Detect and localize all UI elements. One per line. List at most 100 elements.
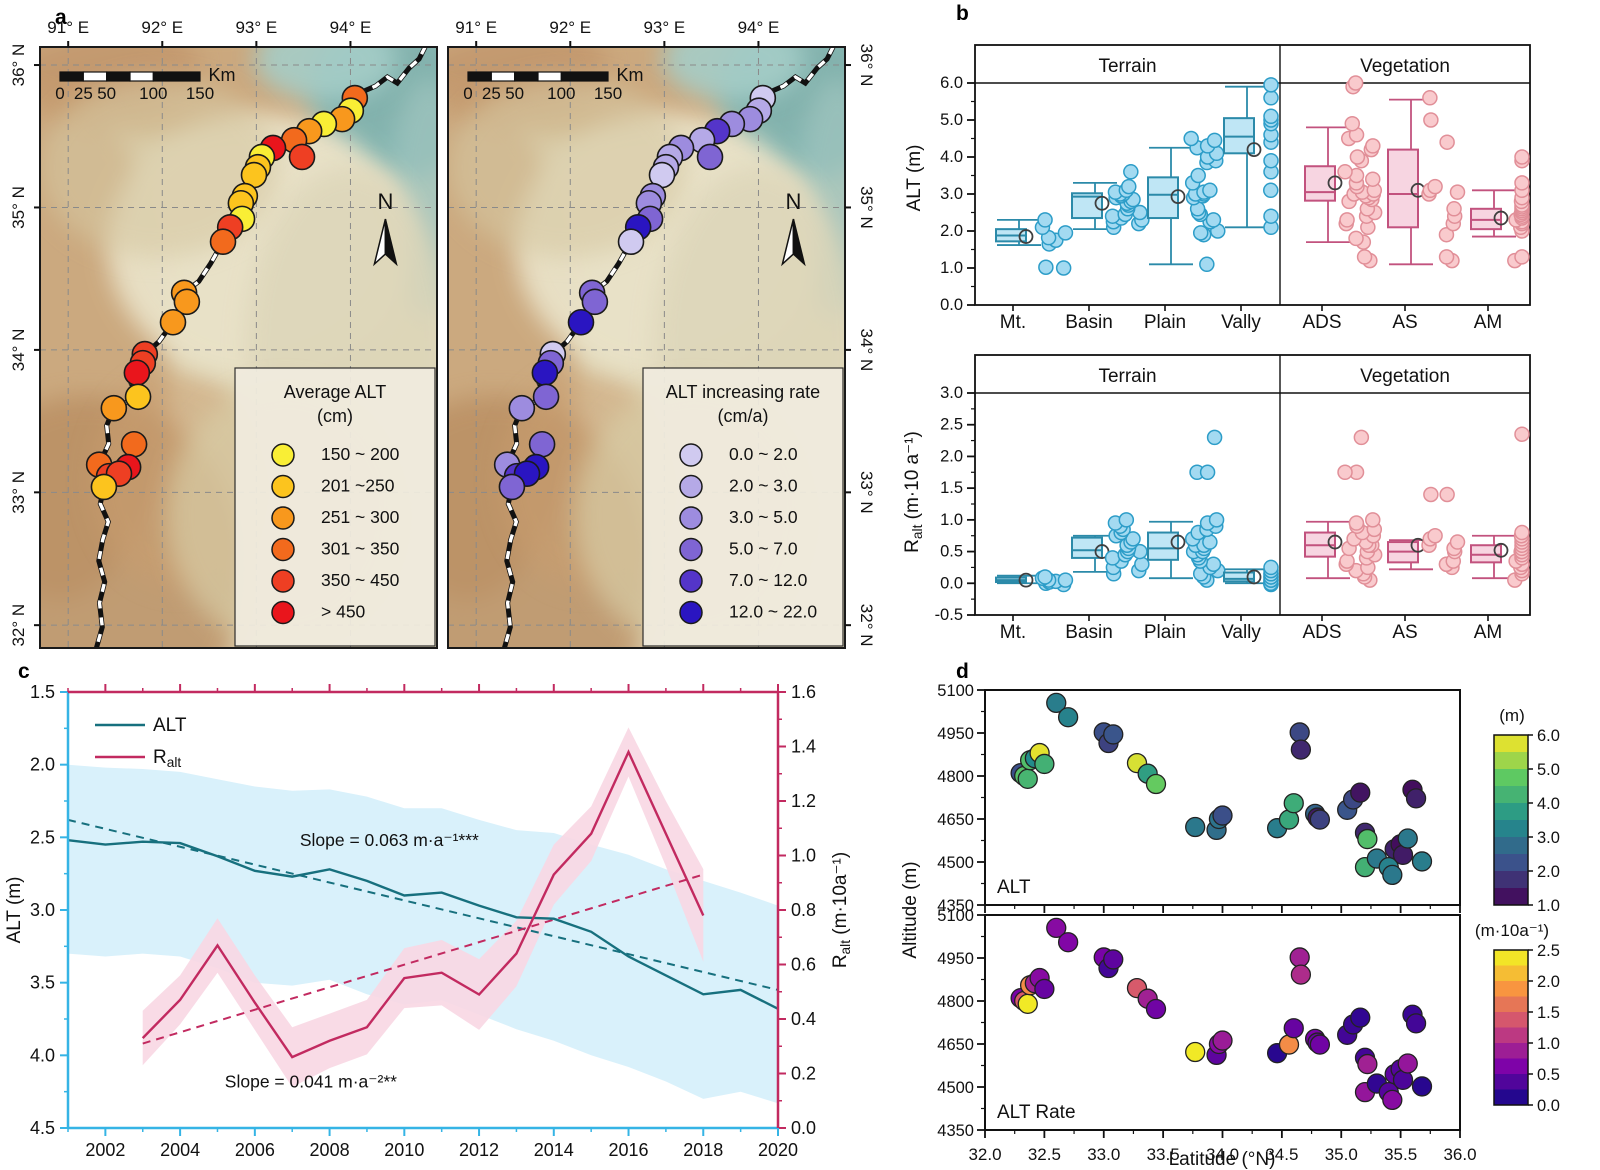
jitter-point bbox=[1263, 152, 1279, 169]
y-tick-label: 2.0 bbox=[940, 447, 963, 465]
y-tick-label: 4650 bbox=[937, 1036, 974, 1054]
lon-tick-label: 91° E bbox=[455, 18, 497, 37]
category-label: Mt. bbox=[1000, 622, 1026, 643]
jitter-point bbox=[1348, 515, 1365, 531]
scalebar-tick-label: 100 bbox=[139, 84, 167, 103]
chart-tspan: alt bbox=[838, 940, 853, 955]
scatter-point bbox=[1289, 722, 1310, 743]
x-tick-label: 2014 bbox=[534, 1140, 574, 1160]
jitter-point bbox=[1104, 550, 1121, 566]
terrain-blob bbox=[40, 77, 279, 258]
colorbar-step bbox=[1494, 820, 1528, 838]
y-tick-label: 4950 bbox=[937, 725, 974, 743]
station-point bbox=[90, 473, 118, 501]
legend-class-swatch bbox=[271, 569, 295, 593]
scalebar-segment bbox=[129, 71, 154, 82]
jitter-point bbox=[1125, 531, 1141, 547]
scatter-point bbox=[1309, 1034, 1331, 1055]
y-tick-label: 4.0 bbox=[940, 148, 963, 166]
mean-circle bbox=[1246, 569, 1262, 585]
x-tick-label: 2010 bbox=[384, 1140, 424, 1160]
jitter-point bbox=[1347, 75, 1364, 91]
y-tick-label: 0.5 bbox=[940, 543, 963, 561]
north-arrow bbox=[384, 218, 398, 267]
lon-tick-label: 92° E bbox=[549, 18, 591, 37]
colorbar-tick-label: 4.0 bbox=[1537, 795, 1560, 813]
panel-c-label: c bbox=[18, 660, 30, 683]
scalebar-tick-label: 25 bbox=[74, 84, 93, 103]
scatter-point bbox=[1382, 1089, 1403, 1111]
colorbar-title: (m·10a⁻¹) bbox=[1475, 921, 1549, 940]
x-tick-label: 35.0 bbox=[1325, 1145, 1358, 1164]
left-tick-label: 3.5 bbox=[30, 973, 55, 993]
chart-tspan: R bbox=[153, 747, 167, 768]
x-tick-label: 35.5 bbox=[1384, 1145, 1417, 1164]
legend-class-label: 301 ~ 350 bbox=[321, 539, 400, 559]
jitter-point bbox=[1423, 112, 1439, 128]
scalebar-tick-label: 50 bbox=[505, 84, 524, 103]
panel-inner-label: ALT Rate bbox=[997, 1102, 1076, 1123]
map-legend-title: (cm/a) bbox=[718, 406, 769, 426]
colorbar-step bbox=[1494, 888, 1528, 906]
category-label: AM bbox=[1474, 622, 1503, 643]
chart-tspan: alt bbox=[167, 755, 182, 770]
category-label: Basin bbox=[1065, 622, 1113, 643]
alt-line bbox=[67, 839, 779, 1010]
lat-tick-label: 35° N bbox=[857, 186, 876, 229]
group-header: Vegetation bbox=[1360, 366, 1450, 387]
map-legend-box bbox=[642, 367, 844, 647]
colorbar-step bbox=[1494, 854, 1528, 872]
scalebar-unit-label: Km bbox=[617, 65, 644, 85]
colorbar-tick-label: 0.5 bbox=[1537, 1066, 1560, 1084]
jitter-point bbox=[1205, 556, 1222, 573]
scatter-point bbox=[1290, 964, 1312, 985]
legend-class-swatch bbox=[679, 600, 703, 625]
right-tick-label: 0.0 bbox=[791, 1118, 816, 1138]
jitter-point bbox=[1202, 182, 1218, 199]
colorbar-tick-label: 3.0 bbox=[1537, 829, 1560, 847]
colorbar-step bbox=[1494, 837, 1528, 855]
legend-class-swatch bbox=[271, 443, 295, 467]
y-tick-label: 4950 bbox=[937, 950, 974, 968]
jitter-point bbox=[1121, 178, 1137, 195]
map-border bbox=[39, 46, 438, 649]
category-label: Vally bbox=[1221, 312, 1261, 333]
x-tick-label: 2008 bbox=[310, 1140, 350, 1160]
station-point bbox=[209, 228, 237, 256]
jitter-point bbox=[1263, 90, 1279, 106]
ts-left-ylabel: ALT (m) bbox=[4, 877, 25, 944]
y-tick-label: 4350 bbox=[937, 1122, 974, 1140]
station-point bbox=[531, 359, 559, 387]
scatter-point bbox=[1017, 768, 1038, 790]
category-label: ADS bbox=[1302, 622, 1341, 643]
jitter-point bbox=[1192, 225, 1209, 241]
colorbar-step bbox=[1494, 786, 1528, 804]
y-tick-label: 2.5 bbox=[940, 416, 963, 434]
colorbar-tick-label: 6.0 bbox=[1537, 727, 1560, 745]
scatter-point bbox=[1357, 1053, 1378, 1075]
category-label: ADS bbox=[1302, 312, 1341, 333]
box bbox=[1223, 571, 1255, 583]
station-point bbox=[617, 228, 645, 256]
category-label: Mt. bbox=[1000, 312, 1026, 333]
scatter-point bbox=[1405, 1013, 1427, 1034]
legend-class-swatch bbox=[679, 443, 703, 467]
scalebar-segment bbox=[537, 71, 562, 82]
station-point bbox=[159, 308, 187, 336]
legend-label-rate: Ralt bbox=[153, 747, 181, 770]
legend-class-label: 0.0 ~ 2.0 bbox=[729, 444, 798, 464]
scatter-point bbox=[1145, 998, 1167, 1020]
colorbar-step bbox=[1494, 752, 1528, 770]
slope-annotation: Slope = 0.041 m·a⁻²** bbox=[225, 1071, 397, 1091]
y-tick-label: 0.0 bbox=[940, 296, 963, 314]
jitter-point bbox=[1365, 512, 1381, 528]
lat-tick-label: 34° N bbox=[9, 329, 28, 372]
lat-tick-label: 35° N bbox=[9, 186, 28, 229]
mean-circle bbox=[1094, 195, 1110, 211]
panel-b-boxplots: Terrain Vegetation 0.0 1.0 2.0 3.0 4.0 5.0 6.0 Mt… bbox=[902, 44, 1531, 643]
scalebar-tick-label: 150 bbox=[186, 84, 214, 103]
jitter-point bbox=[1344, 115, 1361, 132]
mean-circle bbox=[1246, 142, 1262, 158]
right-tick-label: 0.6 bbox=[791, 955, 816, 975]
